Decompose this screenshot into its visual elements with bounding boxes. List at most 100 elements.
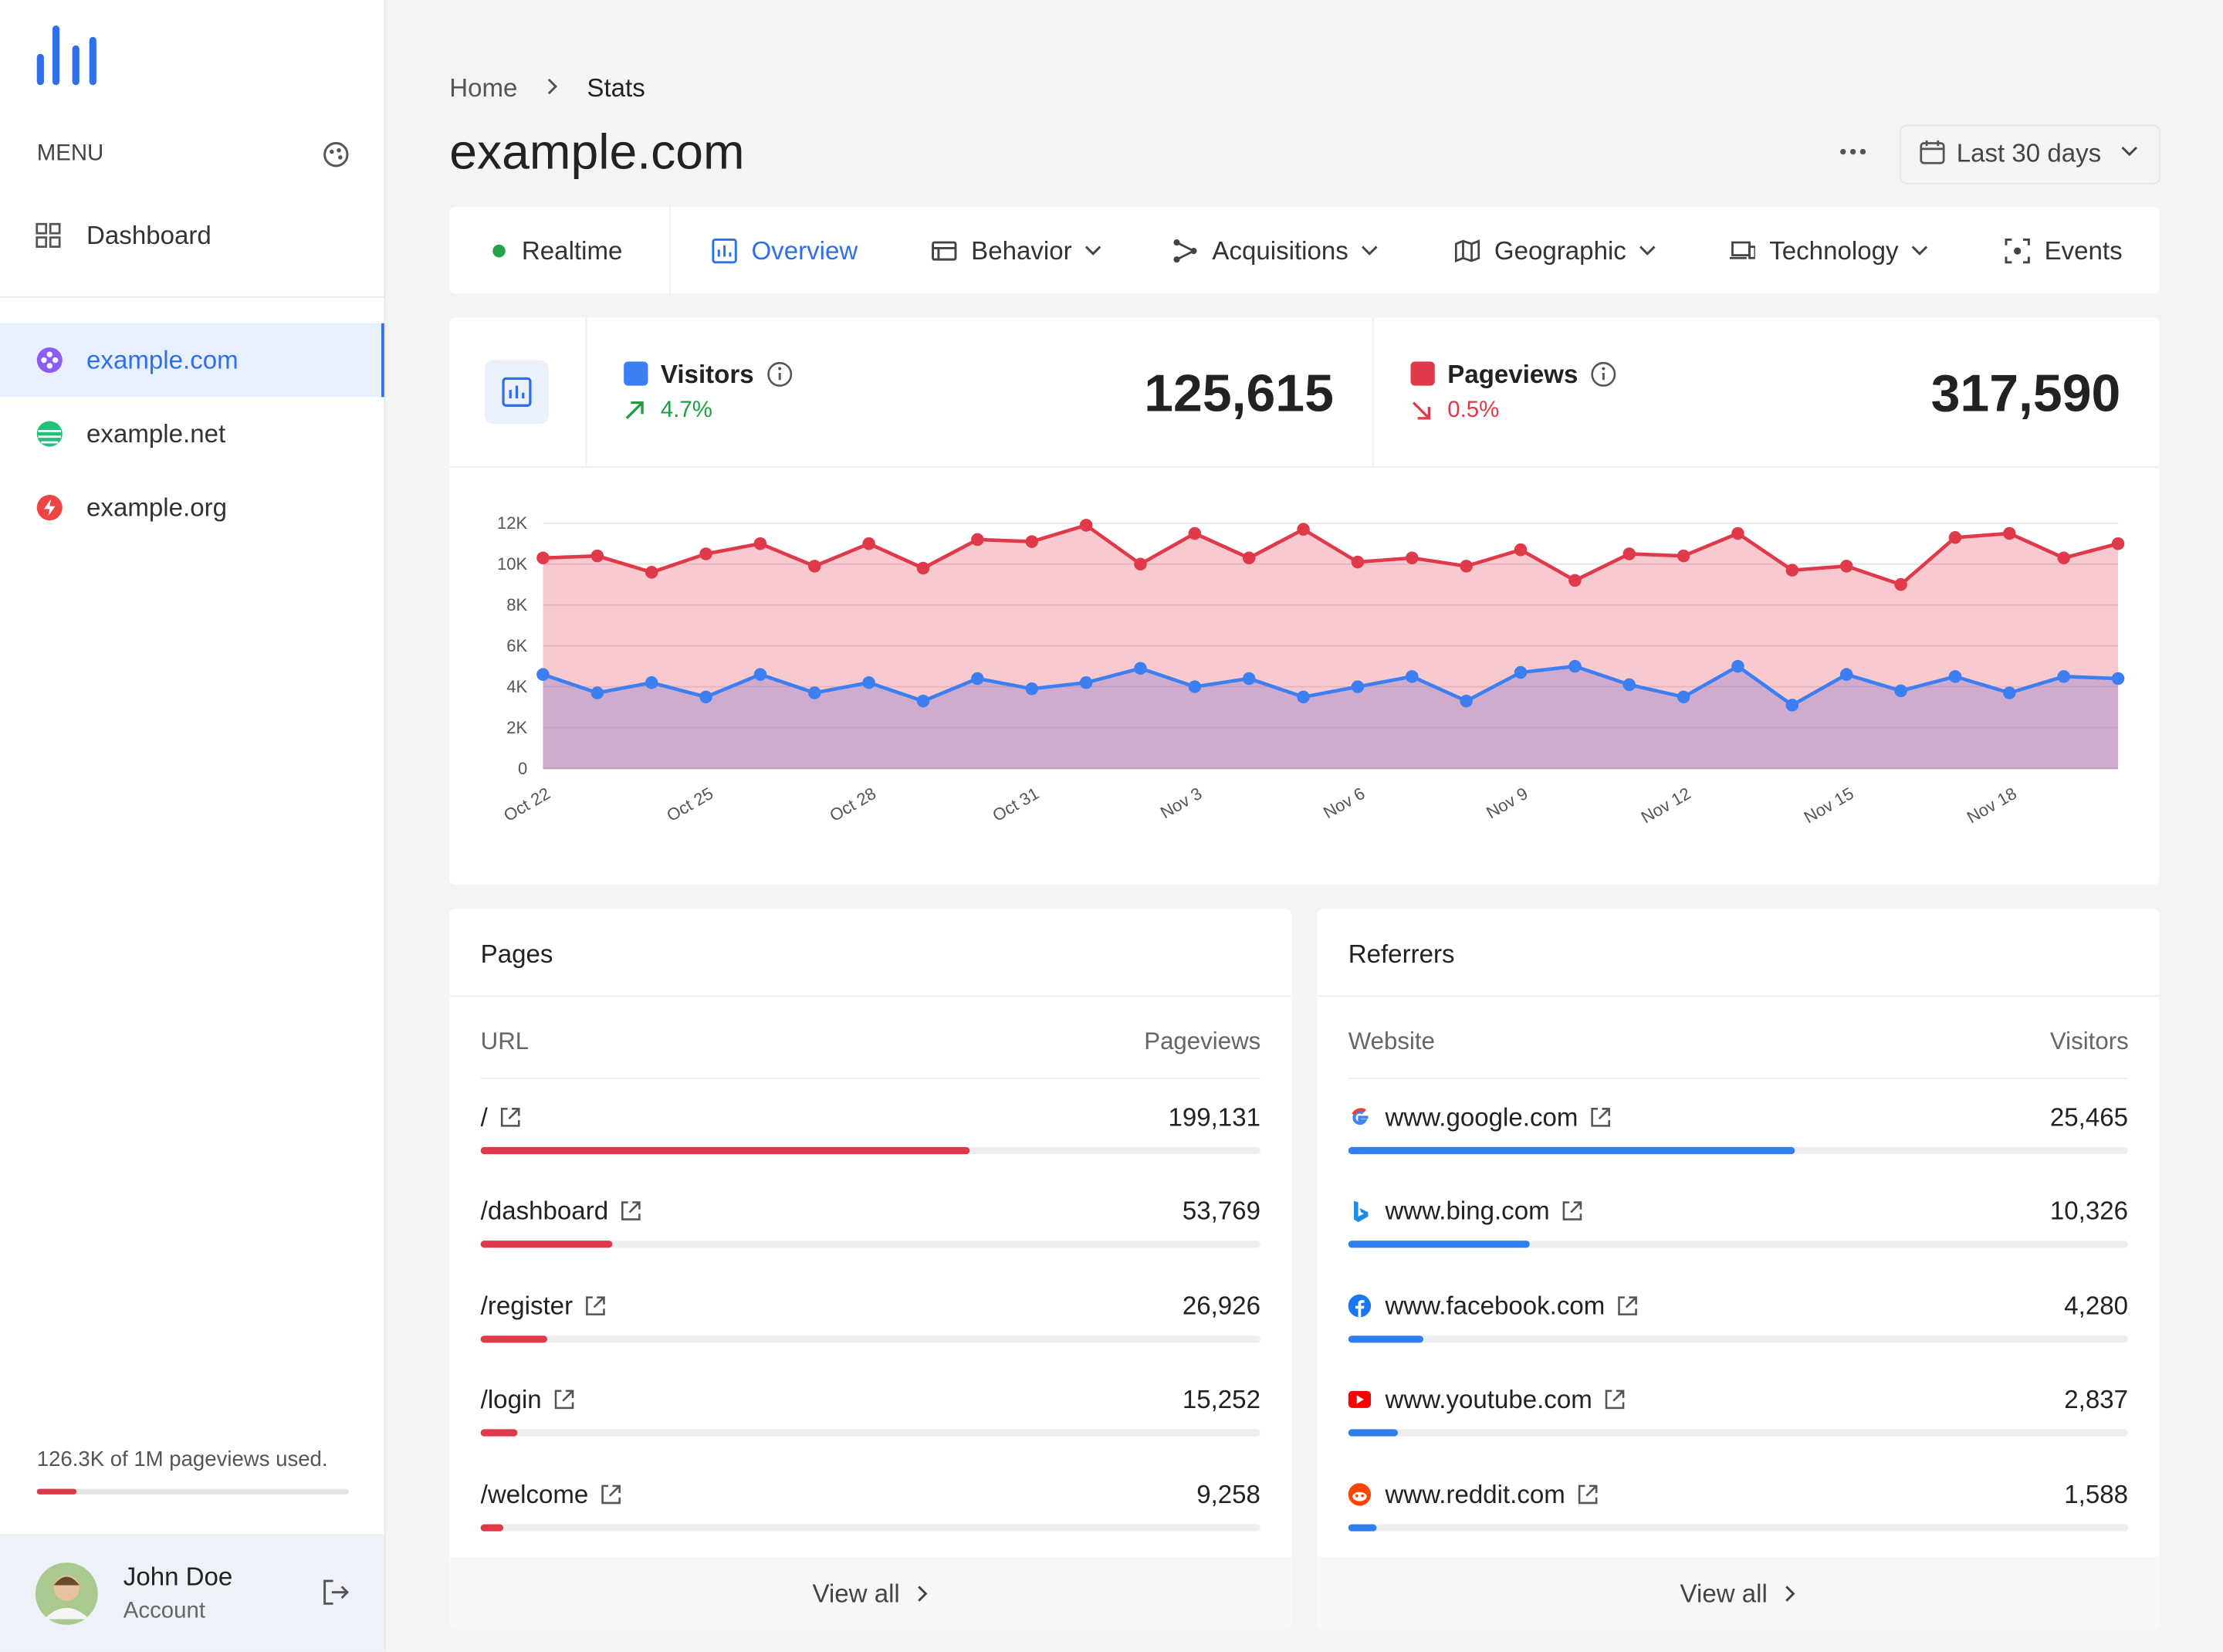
- info-icon[interactable]: [1589, 361, 1618, 389]
- row-value: 26,926: [1182, 1291, 1260, 1320]
- metric-name: Pageviews: [1447, 360, 1578, 389]
- external-link[interactable]: [1561, 1200, 1583, 1223]
- external-link[interactable]: [499, 1106, 522, 1129]
- bar: [1348, 1241, 1530, 1249]
- view-all[interactable]: View all: [812, 1579, 900, 1608]
- tab[interactable]: Behavior: [971, 236, 1072, 266]
- point: [1785, 564, 1799, 577]
- logo[interactable]: [34, 22, 102, 87]
- card-title: Pages: [480, 939, 553, 969]
- info-icon[interactable]: [766, 361, 794, 389]
- external-link[interactable]: [620, 1200, 642, 1223]
- point: [1622, 678, 1636, 692]
- site-link[interactable]: example.net: [86, 419, 226, 449]
- more[interactable]: [1837, 144, 1868, 161]
- external-link[interactable]: [1616, 1295, 1639, 1317]
- site-link[interactable]: example.org: [86, 493, 227, 522]
- metric-value: 125,615: [1144, 364, 1334, 423]
- row-name[interactable]: /dashboard: [480, 1197, 609, 1226]
- point: [1297, 690, 1310, 704]
- divider: [449, 466, 2160, 469]
- point: [2003, 526, 2016, 540]
- avatar[interactable]: [35, 1562, 98, 1625]
- page-title: example.com: [449, 124, 745, 181]
- tab[interactable]: Acquisitions: [1212, 236, 1348, 266]
- row-value: 53,769: [1182, 1197, 1260, 1226]
- row-name[interactable]: www.reddit.com: [1385, 1479, 1565, 1508]
- tab[interactable]: Events: [2044, 236, 2123, 266]
- legend-swatch: [1410, 361, 1435, 386]
- x-tick-label: Nov 12: [1638, 784, 1694, 828]
- point: [536, 551, 550, 565]
- date-range[interactable]: Last 30 days: [1956, 138, 2102, 168]
- chevron: [1785, 1586, 1795, 1602]
- logout[interactable]: [322, 1578, 350, 1606]
- tab[interactable]: Technology: [1769, 236, 1899, 266]
- point: [1406, 670, 1419, 683]
- point: [590, 686, 604, 699]
- site-link[interactable]: example.com: [86, 346, 239, 374]
- point: [753, 537, 767, 550]
- bar: [480, 1241, 613, 1249]
- divider: [668, 207, 671, 294]
- site-icon: [36, 495, 63, 521]
- point: [1134, 662, 1147, 675]
- y-tick-label: 4K: [506, 677, 527, 696]
- x-tick-label: Oct 22: [500, 784, 553, 825]
- referrers-card: [1317, 909, 2160, 1630]
- external-link[interactable]: [1576, 1482, 1599, 1505]
- tab[interactable]: Overview: [751, 236, 858, 266]
- row-name[interactable]: www.bing.com: [1385, 1197, 1550, 1226]
- bar: [1348, 1146, 1795, 1155]
- site-icon: [36, 347, 63, 374]
- chevron: [918, 1586, 928, 1602]
- user-name: John Doe: [123, 1562, 233, 1591]
- site-favicon: [1354, 1201, 1369, 1223]
- point: [808, 686, 821, 699]
- row-name[interactable]: www.youtube.com: [1385, 1385, 1592, 1414]
- tab[interactable]: Geographic: [1494, 236, 1626, 266]
- row-name[interactable]: /login: [480, 1385, 542, 1414]
- metric-change: 0.5%: [1447, 398, 1500, 423]
- user-role: Account: [123, 1599, 205, 1624]
- bar-track: [1348, 1241, 2128, 1249]
- bar-track: [480, 1523, 1260, 1531]
- external-link[interactable]: [1589, 1106, 1612, 1129]
- nav-item[interactable]: Dashboard: [86, 221, 211, 250]
- bar: [1348, 1523, 1376, 1531]
- row-name[interactable]: /welcome: [480, 1479, 589, 1508]
- breadcrumb[interactable]: Home: [449, 73, 518, 103]
- row-name[interactable]: www.facebook.com: [1385, 1291, 1606, 1320]
- row-name[interactable]: www.google.com: [1385, 1102, 1578, 1132]
- metric-value: 317,590: [1930, 364, 2121, 423]
- point: [1079, 676, 1093, 689]
- x-tick-label: Oct 25: [663, 784, 716, 825]
- view-all[interactable]: View all: [1680, 1579, 1768, 1608]
- chevron: [547, 78, 558, 95]
- external-link[interactable]: [1603, 1389, 1626, 1411]
- theme-toggle[interactable]: [322, 140, 350, 169]
- divider: [1317, 995, 2160, 997]
- y-tick-label: 0: [518, 759, 527, 778]
- card-footer: [1317, 1556, 2160, 1630]
- point: [862, 537, 875, 550]
- tab-icon: [492, 244, 506, 258]
- point: [1460, 560, 1473, 573]
- calendar-icon: [1920, 140, 1945, 164]
- tab[interactable]: Realtime: [521, 236, 623, 266]
- point: [1785, 699, 1799, 712]
- external-link[interactable]: [553, 1389, 575, 1411]
- row-name[interactable]: /: [480, 1102, 488, 1132]
- col-header: URL: [480, 1027, 530, 1055]
- dashboard-icon: [36, 222, 61, 248]
- point: [916, 694, 930, 708]
- external-link[interactable]: [584, 1295, 607, 1317]
- row-name[interactable]: /register: [480, 1291, 574, 1320]
- point: [808, 560, 821, 573]
- row-value: 15,252: [1182, 1385, 1260, 1414]
- external-link[interactable]: [600, 1482, 622, 1505]
- point: [1731, 526, 1744, 540]
- row-value: 1,588: [2064, 1479, 2129, 1508]
